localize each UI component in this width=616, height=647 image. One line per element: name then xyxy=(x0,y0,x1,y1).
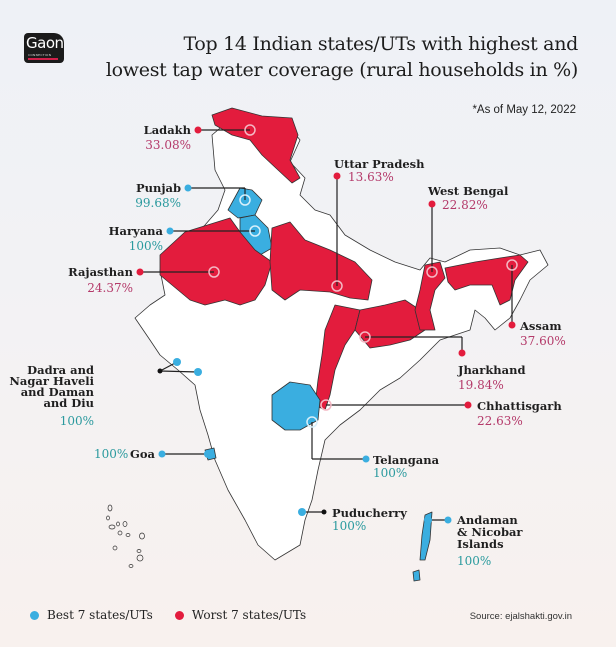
legend-worst: Worst 7 states/UTs xyxy=(191,608,307,622)
dnh-line-4: and Diu xyxy=(43,396,94,410)
value-goa: 100% xyxy=(94,447,129,461)
dnh-line-1: Dadra and xyxy=(27,363,94,377)
value-telangana: 100% xyxy=(373,466,408,480)
label-puducherry: Puducherry xyxy=(332,506,407,520)
title-line-2: lowest tap water coverage (rural househo… xyxy=(105,59,578,81)
label-chhattisgarh: Chhattisgarh xyxy=(477,399,562,413)
ladakh-region xyxy=(211,107,301,184)
label-jharkhand: Jharkhand xyxy=(458,363,526,377)
andaman-line-1: Andaman xyxy=(457,513,518,527)
west-bengal-region xyxy=(414,261,446,331)
logo-sub: CONNECTION xyxy=(28,53,52,57)
value-west-bengal: 22.82% xyxy=(442,198,488,212)
rajasthan-region xyxy=(159,217,273,306)
value-jharkhand: 19.84% xyxy=(458,378,504,392)
logo-bar xyxy=(28,58,58,60)
gaon-connection-logo: Gaon CONNECTION xyxy=(24,33,64,63)
label-west-bengal: West Bengal xyxy=(428,184,509,198)
value-ladakh: 33.08% xyxy=(145,138,191,152)
label-haryana: Haryana xyxy=(108,224,163,238)
value-haryana: 100% xyxy=(128,239,163,253)
andaman-line-2: & Nicobar xyxy=(457,525,523,539)
as-of-note: *As of May 12, 2022 xyxy=(472,104,576,116)
value-punjab: 99.68% xyxy=(135,196,181,210)
legend-best: Best 7 states/UTs xyxy=(47,608,153,622)
label-telangana: Telangana xyxy=(373,453,440,467)
uttar-pradesh-region xyxy=(269,221,373,301)
label-uttar-pradesh: Uttar Pradesh xyxy=(334,157,425,171)
value-andaman-nicobar: 100% xyxy=(457,554,492,568)
chart-title: Top 14 Indian states/UTs with highest an… xyxy=(106,31,578,83)
dnh-line-2: Nagar Haveli xyxy=(9,374,94,388)
andaman-region xyxy=(419,511,433,561)
jharkhand-region xyxy=(354,299,426,349)
andaman-line-3: Islands xyxy=(457,537,504,551)
worst-dot-icon xyxy=(174,610,184,620)
dnh-line-3: and Daman xyxy=(20,385,94,399)
lakshadweep-islands xyxy=(106,504,145,568)
label-ladakh: Ladakh xyxy=(143,123,191,137)
source-note: Source: ejalshakti.gov.in xyxy=(469,611,572,622)
value-assam: 37.60% xyxy=(520,334,566,348)
best-dot-icon xyxy=(30,610,39,620)
title-line-1: Top 14 Indian states/UTs with highest an… xyxy=(183,33,578,55)
label-andaman-nicobar: Andaman & Nicobar Islands xyxy=(457,514,523,550)
nicobar-region xyxy=(412,569,421,582)
label-rajasthan: Rajasthan xyxy=(68,265,133,279)
value-uttar-pradesh: 13.63% xyxy=(348,170,394,184)
label-assam: Assam xyxy=(520,319,562,333)
logo-word: Gaon xyxy=(26,34,64,52)
value-puducherry: 100% xyxy=(332,519,367,533)
label-goa: Goa xyxy=(130,447,155,461)
legend: Best 7 states/UTs Worst 7 states/UTs xyxy=(30,608,306,622)
value-rajasthan: 24.37% xyxy=(87,281,133,295)
label-dnh-ddd: Dadra and Nagar Haveli and Daman and Diu xyxy=(9,363,94,410)
value-dnh-ddd: 100% xyxy=(59,414,94,428)
label-punjab: Punjab xyxy=(135,181,181,195)
value-chhattisgarh: 22.63% xyxy=(477,414,523,428)
